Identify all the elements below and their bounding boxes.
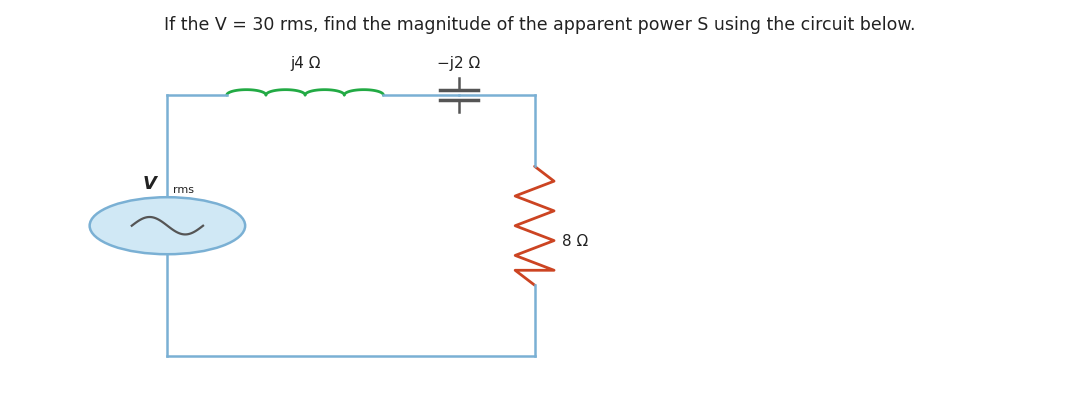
Text: rms: rms: [173, 185, 193, 195]
Circle shape: [90, 197, 245, 254]
Text: j4 Ω: j4 Ω: [289, 56, 321, 71]
Text: If the V = 30 rms, find the magnitude of the apparent power S using the circuit : If the V = 30 rms, find the magnitude of…: [164, 16, 916, 34]
Text: V: V: [143, 175, 157, 193]
Text: −j2 Ω: −j2 Ω: [437, 56, 481, 71]
Text: 8 Ω: 8 Ω: [562, 234, 588, 249]
